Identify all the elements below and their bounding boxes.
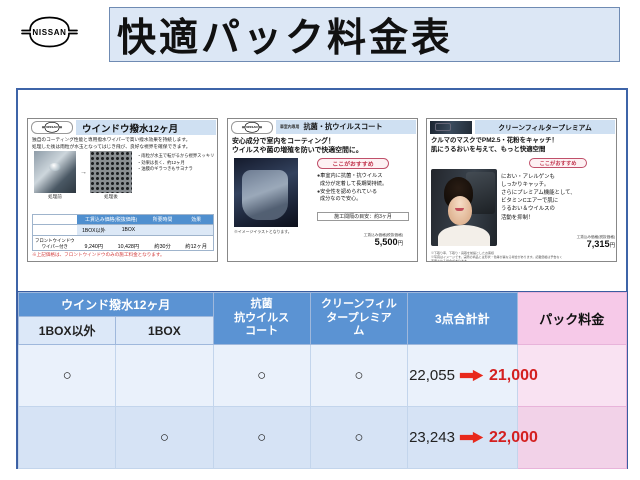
svg-text:NISSAN: NISSAN bbox=[46, 125, 57, 129]
svg-text:NISSAN: NISSAN bbox=[246, 125, 257, 129]
svg-text:NISSAN: NISSAN bbox=[32, 28, 66, 37]
